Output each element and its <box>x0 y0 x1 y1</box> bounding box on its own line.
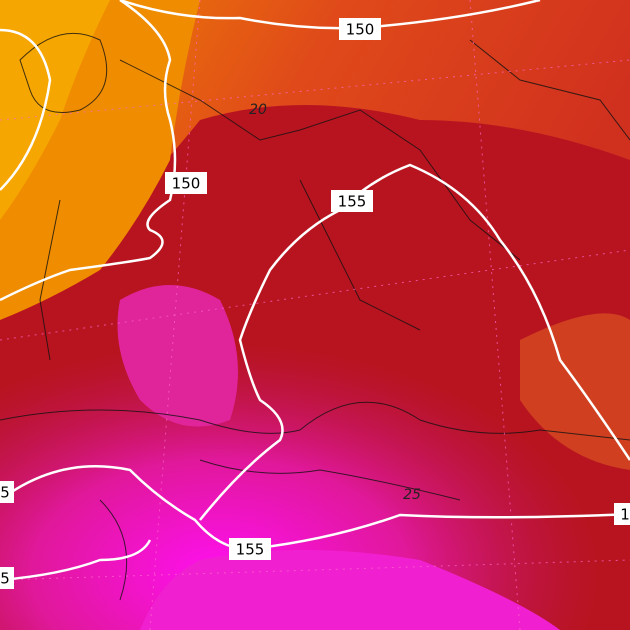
contour-label: 150 <box>346 21 375 39</box>
isotherm-label: 25 <box>403 487 421 503</box>
isotherm-label: 20 <box>249 102 267 118</box>
contour-label: 155 <box>236 541 265 559</box>
contour-label: 1 <box>620 506 630 524</box>
contour-label: 5 <box>0 484 10 502</box>
label-box <box>0 481 14 503</box>
hot-spot <box>117 285 238 427</box>
label-box <box>339 18 381 40</box>
contour-line <box>0 28 52 191</box>
label-box <box>229 538 271 560</box>
contour-label: 5 <box>0 570 10 588</box>
contour-line <box>119 0 541 30</box>
contour-line <box>0 539 152 582</box>
contour-line <box>0 0 177 302</box>
contour-labels: 150 150 155 155 20 25 5 5 1 <box>0 18 630 589</box>
contour-label: 150 <box>172 175 201 193</box>
label-box <box>614 503 630 525</box>
contour-label: 155 <box>338 193 367 211</box>
hot-spot-south <box>140 550 560 630</box>
label-box <box>165 172 207 194</box>
label-box <box>331 190 373 212</box>
coastlines <box>0 32 630 601</box>
light-orange-area <box>0 0 110 220</box>
label-box <box>0 567 14 589</box>
